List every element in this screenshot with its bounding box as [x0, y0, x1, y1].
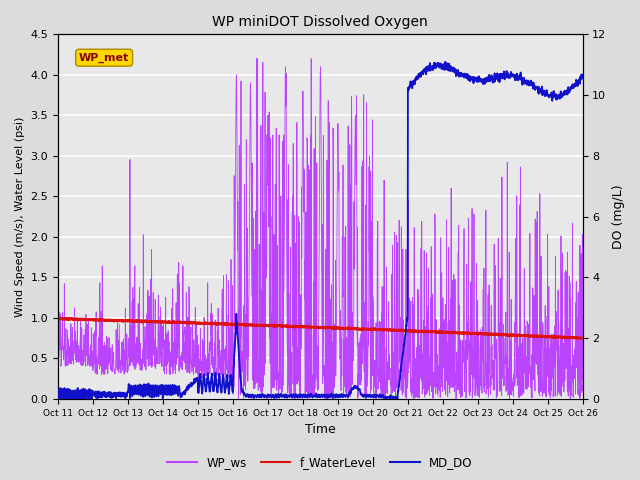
X-axis label: Time: Time — [305, 423, 336, 436]
Y-axis label: Wind Speed (m/s), Water Level (psi): Wind Speed (m/s), Water Level (psi) — [15, 117, 25, 317]
Y-axis label: DO (mg/L): DO (mg/L) — [612, 184, 625, 249]
Text: WP_met: WP_met — [79, 53, 129, 63]
Title: WP miniDOT Dissolved Oxygen: WP miniDOT Dissolved Oxygen — [212, 15, 428, 29]
Legend: WP_ws, f_WaterLevel, MD_DO: WP_ws, f_WaterLevel, MD_DO — [163, 452, 477, 474]
